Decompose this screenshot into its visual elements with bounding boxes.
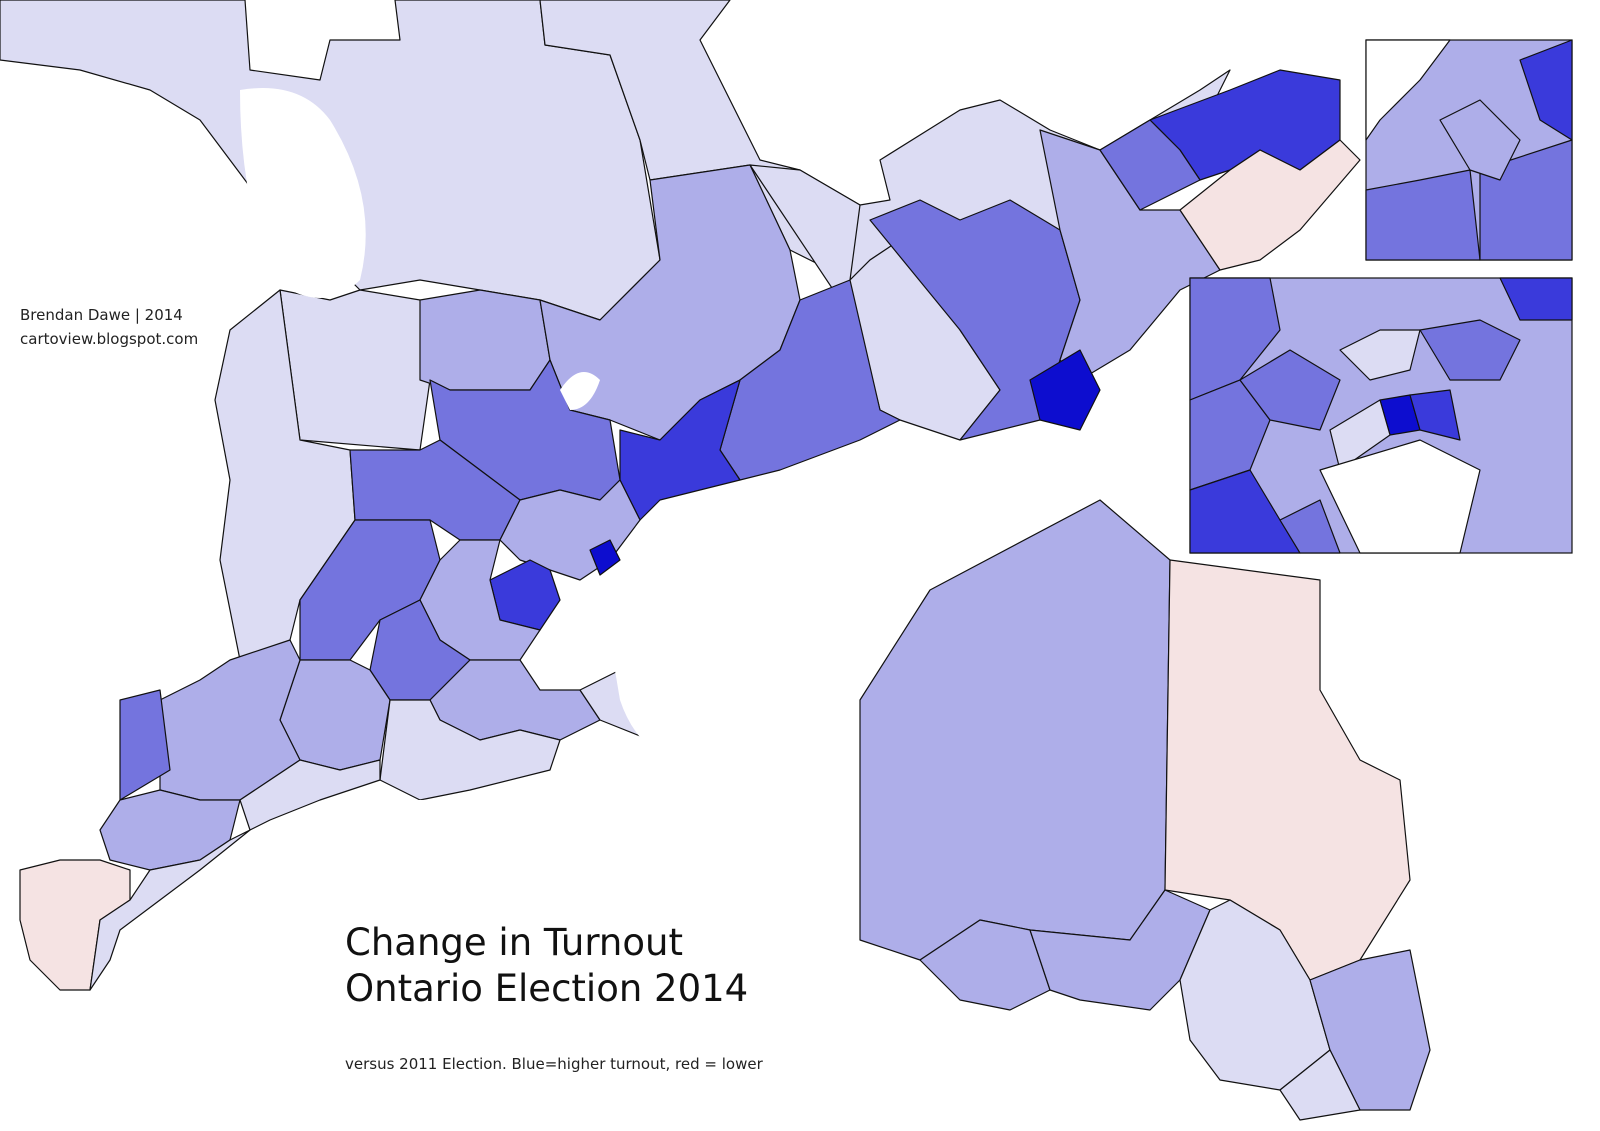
- district-chatham: [99, 789, 241, 871]
- lake-ontario: [600, 457, 1020, 770]
- district-timmins-james-bay: [1164, 559, 1411, 981]
- district-glengarry: [1179, 139, 1361, 271]
- district-sarnia: [119, 689, 171, 801]
- district-toronto-dark: [589, 539, 621, 576]
- district-elgin: [239, 759, 381, 831]
- toronto-inset: [1189, 277, 1573, 554]
- map-legend-note: versus 2011 Election. Blue=higher turnou…: [345, 1055, 763, 1073]
- district-essex: [89, 829, 251, 991]
- map-title-line1: Change in Turnout: [345, 921, 683, 964]
- district-kingston: [1029, 349, 1101, 431]
- lake-erie: [220, 770, 600, 992]
- district-huron: [214, 289, 356, 661]
- district-ottawa-mid: [1099, 119, 1201, 211]
- district-haldimand: [379, 699, 561, 801]
- northern-ontario-inset: [859, 499, 1431, 1121]
- district-sudbury: [1279, 1049, 1361, 1121]
- district-halton: [489, 559, 561, 631]
- ottawa-inset: [1365, 39, 1573, 261]
- map-title-line2: Ontario Election 2014: [345, 967, 749, 1010]
- lake-huron: [240, 88, 366, 298]
- district-bruce: [279, 289, 431, 451]
- district-mid-light: [419, 289, 551, 391]
- author-credit: Brendan Dawe | 2014: [20, 306, 183, 324]
- lake-simcoe: [560, 372, 600, 410]
- southern-ontario: [0, 0, 1361, 992]
- blog-credit: cartoview.blogspot.com: [20, 330, 199, 348]
